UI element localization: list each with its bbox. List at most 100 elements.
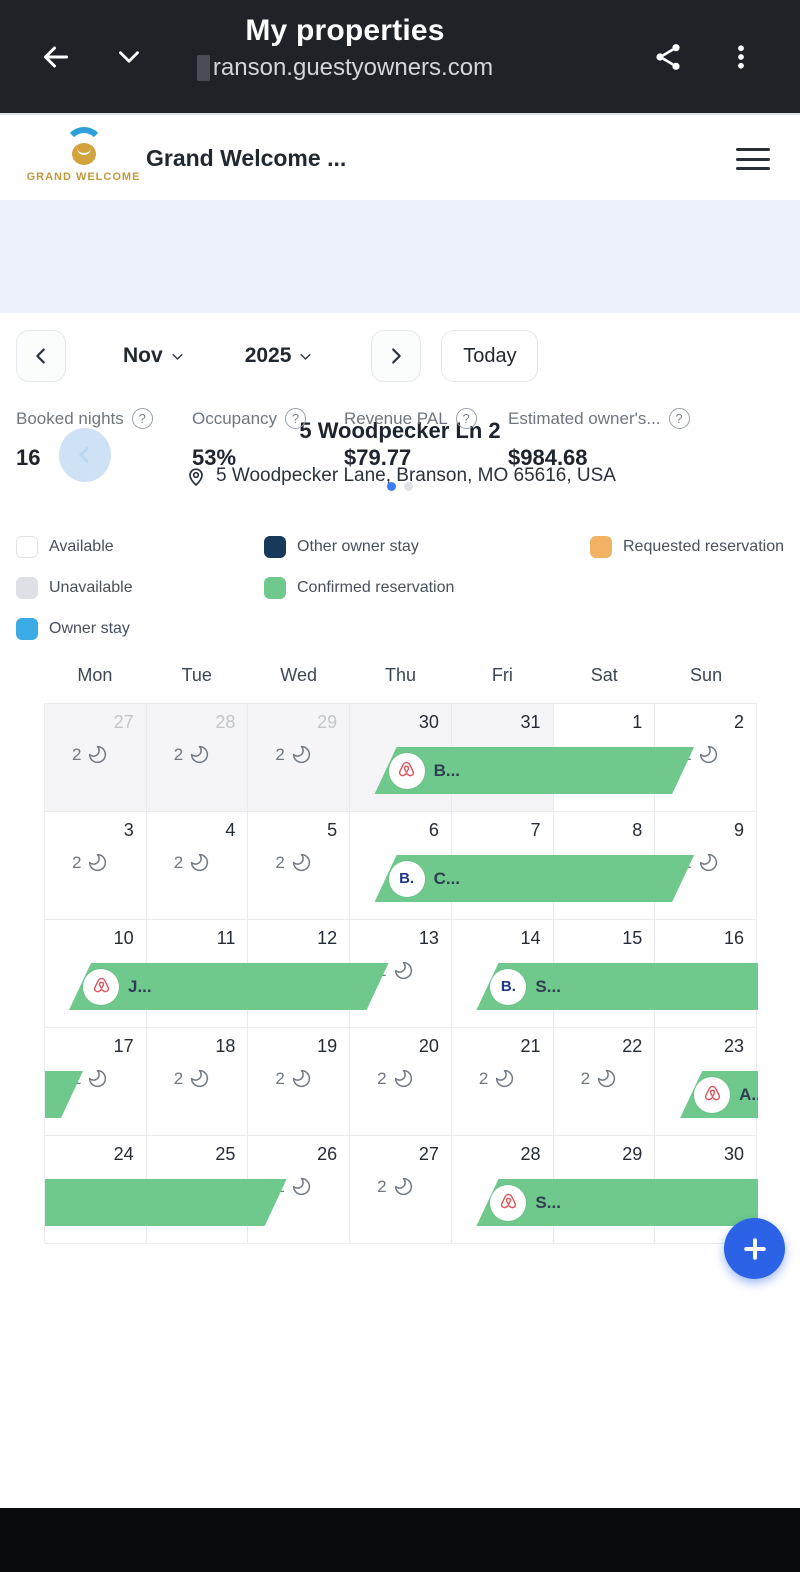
day-cell-27[interactable]: 27 2 [45, 704, 147, 812]
prev-month-button[interactable] [16, 330, 66, 382]
min-nights-badge: 2 [72, 744, 108, 765]
legend-label: Available [49, 537, 114, 555]
day-number: 17 [113, 1036, 134, 1056]
month-dropdown[interactable]: Nov [123, 344, 185, 368]
calendar-legend: Available Unavailable Owner stay Other owne… [16, 526, 794, 649]
overflow-menu-icon[interactable] [726, 42, 756, 72]
min-nights-moon-icon [191, 1069, 209, 1088]
help-question-icon[interactable]: ? [131, 408, 153, 429]
month-nav: Nov 2025 Today [16, 330, 539, 382]
help-question-icon[interactable]: ? [668, 408, 690, 429]
min-nights-count: 2 [173, 744, 184, 764]
booking-icon: B. [399, 870, 415, 887]
day-cell-21[interactable]: 21 2 [451, 1028, 554, 1136]
min-nights-moon-icon [89, 1069, 107, 1088]
page-url: ranson.guestyowners.com [212, 54, 494, 81]
stat-label-text: Revenue PAL [344, 408, 448, 428]
day-number: 15 [622, 928, 643, 948]
min-nights-moon-icon [89, 745, 107, 764]
property-back-button[interactable] [59, 428, 111, 482]
reservation-content: A... [694, 1071, 758, 1118]
month-dropdown-label: Nov [123, 344, 163, 367]
reservation-bar-1[interactable]: B. C... [374, 855, 695, 902]
stat-label-text: Booked nights [16, 408, 124, 428]
weekday-header-row: Mon Tue Wed Thu Fri Sat Sun [44, 665, 757, 686]
day-number: 30 [418, 712, 439, 732]
stat-label: Booked nights? [16, 408, 192, 429]
add-fab-button[interactable] [724, 1218, 785, 1279]
weekday-header-tue: Tue [181, 665, 212, 685]
help-question-icon[interactable]: ? [455, 408, 477, 429]
stat-2: Revenue PAL? $79.77 [344, 408, 508, 471]
next-month-button[interactable] [371, 330, 422, 382]
min-nights-moon-icon [394, 1069, 412, 1088]
day-cell-27[interactable]: 27 2 [350, 1136, 452, 1244]
min-nights-count: 2 [478, 1068, 489, 1088]
reservation-bar-2[interactable]: J... [69, 963, 389, 1010]
back-arrow-icon[interactable] [38, 39, 74, 75]
reservation-bar-6[interactable] [45, 1179, 287, 1226]
stat-value: $79.77 [344, 445, 412, 470]
reservation-content: J... [83, 963, 152, 1010]
stat-value: 16 [16, 445, 41, 470]
brand-name: Grand Welcome ... [146, 145, 347, 171]
min-nights-badge: 2 [479, 1068, 515, 1089]
day-cell-18[interactable]: 18 2 [146, 1028, 249, 1136]
min-nights-count: 2 [377, 1176, 387, 1196]
year-dropdown[interactable]: 2025 [245, 344, 314, 368]
stats-pagination-dots[interactable] [0, 482, 800, 491]
day-number: 8 [632, 820, 643, 840]
reservation-bar-0[interactable]: B... [374, 747, 695, 794]
grand-welcome-logo: GRAND WELCOME [26, 127, 141, 183]
legend-label: Owner stay [49, 619, 130, 637]
logo-caption: GRAND WELCOME [26, 171, 141, 183]
day-number: 11 [216, 928, 236, 948]
active-dot[interactable] [387, 482, 396, 491]
reservation-bar-7[interactable]: S... [476, 1179, 758, 1226]
min-nights-moon-icon [699, 853, 717, 872]
reservation-content: B... [388, 747, 460, 794]
day-cell-28[interactable]: 28 2 [146, 704, 249, 812]
min-nights-count: 2 [377, 1068, 387, 1088]
url-clipped-glyph [196, 55, 210, 81]
day-cell-19[interactable]: 19 2 [248, 1028, 351, 1136]
day-number: 6 [428, 820, 439, 840]
chevron-down-icon [300, 353, 311, 360]
weekday-header-sat: Sat [590, 665, 618, 685]
reservation-content: B. S... [490, 963, 561, 1010]
menu-hamburger-icon[interactable] [736, 148, 770, 170]
booking-badge: B. [388, 860, 425, 897]
day-number: 29 [622, 1144, 643, 1164]
help-question-icon[interactable]: ? [285, 408, 307, 429]
custom-tab-header: My properties ranson.guestyowners.com [165, 14, 525, 82]
legend-label: Other owner stay [297, 537, 419, 555]
legend-swatch [16, 617, 38, 640]
day-number: 14 [520, 928, 541, 948]
share-icon[interactable] [652, 41, 684, 73]
airbnb-icon [93, 977, 109, 993]
day-number: 3 [123, 820, 134, 840]
day-number: 19 [317, 1036, 338, 1056]
collapse-chevron-icon[interactable] [112, 40, 146, 74]
legend-item-available: Available [16, 535, 264, 558]
day-cell-22[interactable]: 22 2 [553, 1028, 656, 1136]
today-button[interactable]: Today [441, 330, 539, 382]
day-cell-20[interactable]: 20 2 [350, 1028, 452, 1136]
day-number: 16 [723, 928, 744, 948]
min-nights-moon-icon [292, 1069, 310, 1088]
min-nights-moon-icon [292, 1177, 310, 1196]
page-title: My properties [245, 14, 445, 47]
reservation-bar-3[interactable]: B. S... [476, 963, 758, 1010]
day-number: 9 [733, 820, 744, 840]
min-nights-badge: 2 [72, 852, 108, 873]
day-cell-29[interactable]: 29 2 [248, 704, 351, 812]
inactive-dot[interactable] [404, 482, 413, 491]
reservation-content: S... [490, 1179, 561, 1226]
day-number: 28 [215, 712, 236, 732]
min-nights-badge: 2 [275, 1068, 311, 1089]
legend-item-confirmed-reservation: Confirmed reservation [264, 576, 590, 599]
